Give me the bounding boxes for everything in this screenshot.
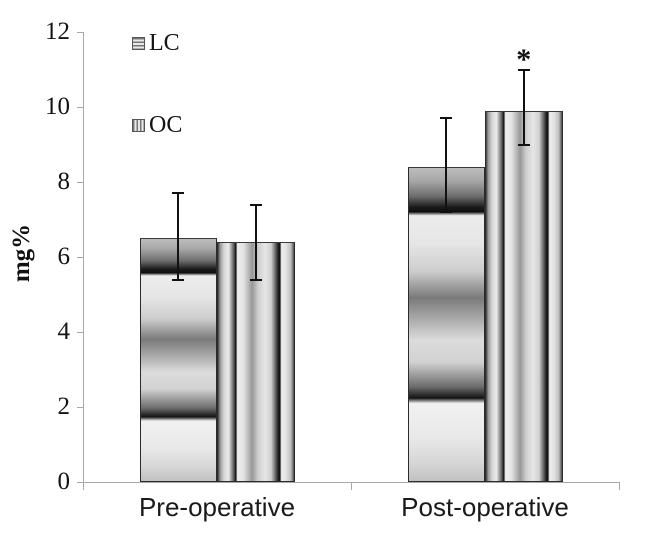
x-tick-2 xyxy=(619,483,620,490)
y-tick-12 xyxy=(77,31,84,33)
x-tick-1 xyxy=(351,483,352,490)
category-label-pre-operative: Pre-operative xyxy=(138,492,296,522)
y-tick-label-10: 10 xyxy=(45,93,70,120)
error-bar-oc-pre-operative-top-cap xyxy=(249,203,262,206)
bar-oc-pre-operative xyxy=(217,242,295,482)
y-tick-label-4: 4 xyxy=(57,318,71,345)
x-axis-spine xyxy=(83,482,620,483)
error-bar-oc-pre-operative-bottom-cap xyxy=(249,278,262,281)
error-bar-lc-post-operative-bottom-cap xyxy=(440,211,453,213)
y-tick-label-12: 12 xyxy=(45,18,70,45)
y-tick-6 xyxy=(77,256,84,258)
y-tick-2 xyxy=(77,406,84,408)
error-bar-oc-pre-operative xyxy=(254,204,257,280)
category-label-post-operative: Post-operative xyxy=(401,492,569,522)
y-tick-label-2: 2 xyxy=(57,393,71,420)
error-bar-lc-post-operative xyxy=(445,118,448,212)
y-tick-0 xyxy=(77,481,84,483)
y-tick-label-6: 6 xyxy=(57,243,71,270)
y-tick-label-8: 8 xyxy=(57,168,71,195)
legend-item-lc: LC xyxy=(132,30,180,57)
y-tick-10 xyxy=(77,106,84,108)
y-tick-8 xyxy=(77,181,84,183)
error-bar-oc-post-operative xyxy=(522,69,525,145)
bar-oc-post-operative xyxy=(485,110,563,482)
bar-lc-pre-operative xyxy=(139,238,217,482)
error-bar-oc-post-operative-top-cap xyxy=(517,68,530,71)
error-bar-lc-post-operative-top-cap xyxy=(440,117,453,120)
error-bar-lc-pre-operative xyxy=(177,193,180,280)
error-bar-lc-pre-operative-top-cap xyxy=(172,192,185,195)
y-tick-label-0: 0 xyxy=(57,468,71,495)
horizontal-stripes-swatch-icon xyxy=(132,37,145,50)
y-tick-4 xyxy=(77,331,84,333)
bar-lc-post-operative xyxy=(407,167,485,482)
legend-label-lc: LC xyxy=(149,30,180,56)
error-bar-oc-post-operative-bottom-cap xyxy=(517,143,530,146)
legend-item-oc: OC xyxy=(132,112,182,139)
x-tick-0 xyxy=(83,483,84,490)
error-bar-lc-pre-operative-bottom-cap xyxy=(172,278,185,281)
vertical-stripes-swatch-icon xyxy=(132,119,145,132)
y-axis-spine xyxy=(83,32,84,483)
legend-label-oc: OC xyxy=(149,112,183,138)
significance-asterisk: * xyxy=(516,42,532,76)
